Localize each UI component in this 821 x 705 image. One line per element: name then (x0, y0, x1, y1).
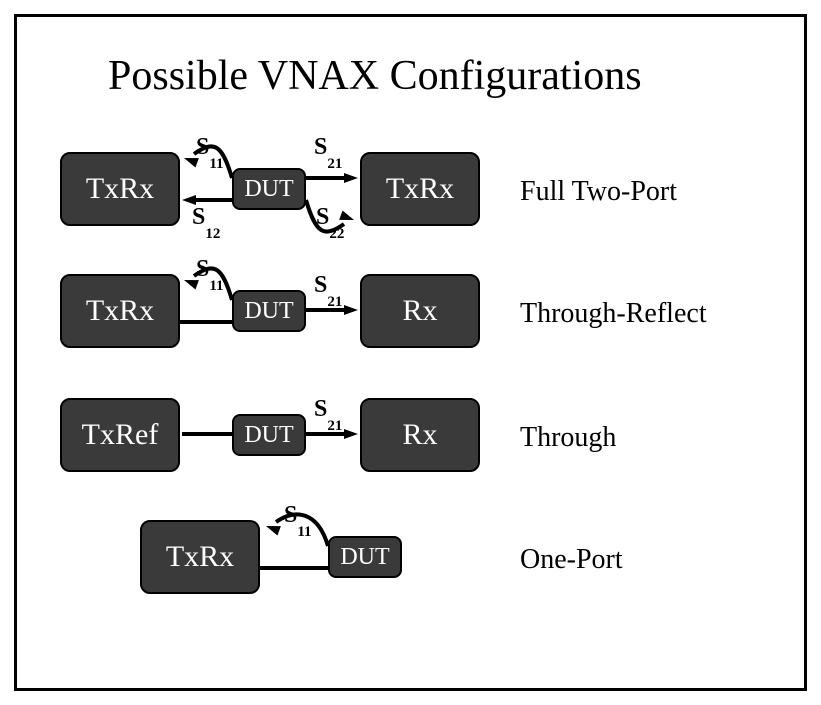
through-left-box: TxRef (60, 398, 180, 472)
diagram-title: Possible VNAX Configurations (108, 52, 642, 100)
full-two-port-dut-box: DUT (232, 168, 306, 210)
through-reflect-left-box: TxRx (60, 274, 180, 348)
one-port-label: One-Port (520, 544, 623, 576)
full-two-port-label: Full Two-Port (520, 176, 677, 208)
full-two-port-left-box: TxRx (60, 152, 180, 226)
through-label: Through (520, 422, 616, 454)
through-reflect-dut-box: DUT (232, 290, 306, 332)
s-param-21: S21 (314, 272, 342, 303)
s-param-12: S12 (192, 204, 220, 235)
one-port-left-box: TxRx (140, 520, 260, 594)
through-right-box: Rx (360, 398, 480, 472)
s-param-21: S21 (314, 134, 342, 165)
diagram-canvas: Possible VNAX Configurations TxRx DUT TxRx… (0, 0, 821, 705)
full-two-port-right-box: TxRx (360, 152, 480, 226)
s-param-11: S11 (196, 256, 224, 287)
s-param-22: S22 (316, 204, 344, 235)
one-port-dut-box: DUT (328, 536, 402, 578)
through-reflect-label: Through-Reflect (520, 298, 707, 330)
s-param-11: S11 (284, 502, 312, 533)
s-param-11: S11 (196, 134, 224, 165)
through-reflect-right-box: Rx (360, 274, 480, 348)
through-dut-box: DUT (232, 414, 306, 456)
outer-frame (14, 14, 807, 691)
s-param-21: S21 (314, 396, 342, 427)
